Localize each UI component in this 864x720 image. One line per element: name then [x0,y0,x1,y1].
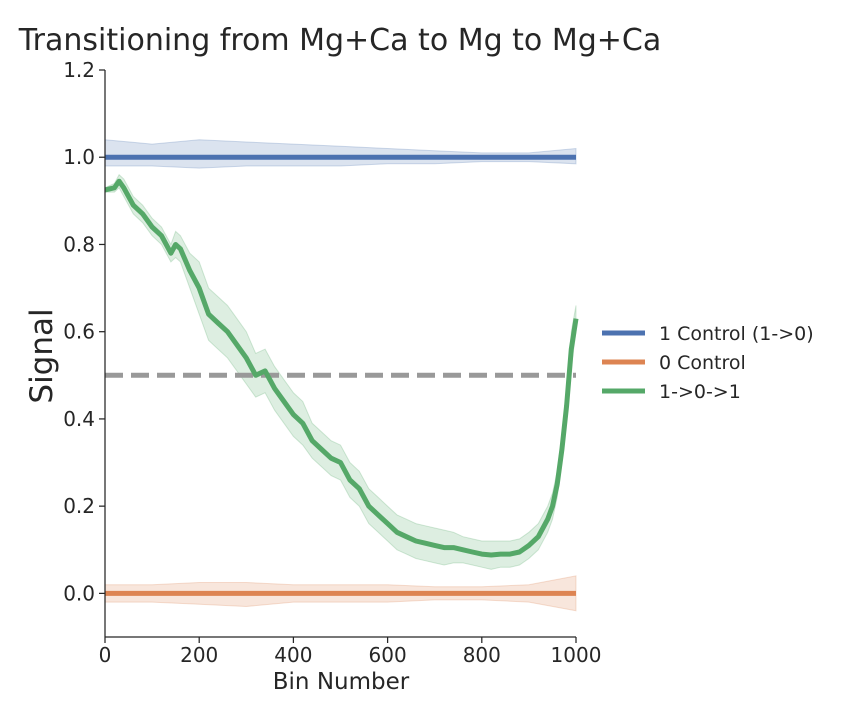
x-tick-label: 0 [99,643,112,667]
x-tick-label: 800 [463,643,501,667]
legend: 1 Control (1->0) 0 Control 1->0->1 [602,323,814,403]
legend-label-1-0-1: 1->0->1 [659,381,741,403]
x-tick-label: 400 [274,643,312,667]
y-tick-label: 0.4 [63,407,95,431]
x-axis-label: Bin Number [273,669,410,695]
legend-label-0-control: 0 Control [659,352,746,374]
x-tick-label: 200 [180,643,218,667]
band-1-0-1 [104,173,577,570]
y-axis-label: Signal [24,308,60,403]
y-tick-label: 0.6 [63,320,95,344]
series-lines [104,154,579,596]
y-tick-label: 0.0 [63,581,95,605]
legend-label-1-control-1-0: 1 Control (1->0) [659,323,814,345]
y-tick-label: 1.0 [63,145,95,169]
x-tick-label: 600 [369,643,407,667]
series-line-1-0-1 [104,178,579,558]
y-ticks: 0.0 0.2 0.4 0.6 0.8 1.0 1.2 [63,58,105,605]
y-tick-label: 0.2 [63,494,95,518]
x-tick-label: 1000 [551,643,602,667]
y-tick-label: 1.2 [63,58,95,82]
band-1-control-1-0 [104,139,577,169]
x-ticks: 0 200 400 600 800 1000 [99,637,602,667]
chart-title: Transitioning from Mg+Ca to Mg to Mg+Ca [18,23,661,58]
y-tick-label: 0.8 [63,232,95,256]
